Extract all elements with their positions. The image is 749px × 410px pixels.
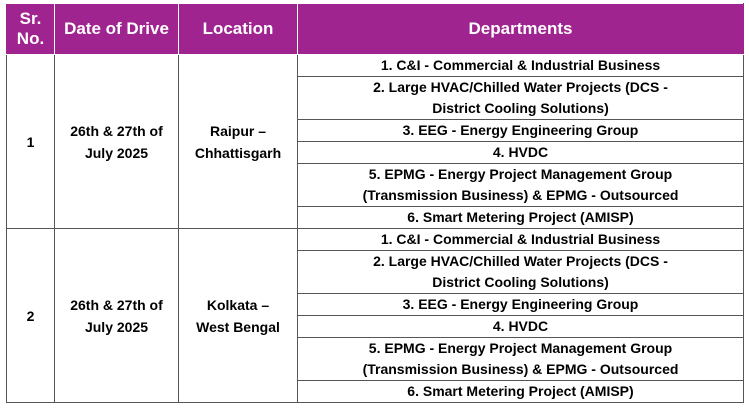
sr-no-cell: 1 — [6, 54, 55, 229]
header-location: Location — [178, 3, 298, 55]
department-cell: 2. Large HVAC/Chilled Water Projects (DC… — [297, 76, 744, 120]
department-cell: 1. C&I - Commercial & Industrial Busines… — [297, 54, 744, 77]
location-cell: Kolkata – West Bengal — [178, 228, 298, 403]
date-cell: 26th & 27th of July 2025 — [54, 54, 179, 229]
location-cell: Raipur – Chhattisgarh — [178, 54, 298, 229]
department-cell: 6. Smart Metering Project (AMISP) — [297, 206, 744, 229]
department-cell: 4. HVDC — [297, 315, 744, 338]
header-sr-no: Sr. No. — [6, 3, 55, 55]
header-date-of-drive: Date of Drive — [54, 3, 179, 55]
location-text: Kolkata – West Bengal — [196, 296, 280, 335]
department-cell: 6. Smart Metering Project (AMISP) — [297, 380, 744, 403]
header-row: Sr. No. Date of Drive Location Departmen… — [6, 3, 744, 55]
department-cell: 3. EEG - Energy Engineering Group — [297, 119, 744, 142]
department-cell: 5. EPMG - Energy Project Management Grou… — [297, 163, 744, 207]
table-row: 4. HVDC — [7, 315, 744, 338]
sr-no-cell: 2 — [6, 228, 55, 403]
date-cell: 26th & 27th of July 2025 — [54, 228, 179, 403]
department-cell: 5. EPMG - Energy Project Management Grou… — [297, 337, 744, 381]
date-text: 26th & 27th of July 2025 — [70, 296, 163, 335]
drive-schedule-table: Sr. No. Date of Drive Location Departmen… — [6, 3, 744, 403]
department-cell: 3. EEG - Energy Engineering Group — [297, 293, 744, 316]
table-row: 6. Smart Metering Project (AMISP) — [7, 206, 744, 229]
table-row: 1 26th & 27th of July 2025 Raipur – Chha… — [6, 54, 744, 229]
department-cell: 1. C&I - Commercial & Industrial Busines… — [297, 228, 744, 251]
table-row: 6. Smart Metering Project (AMISP) — [7, 380, 744, 403]
department-cell: 4. HVDC — [297, 141, 744, 164]
table-row: 5. EPMG - Energy Project Management Grou… — [7, 337, 744, 381]
location-text: Raipur – Chhattisgarh — [194, 122, 282, 161]
date-text: 26th & 27th of July 2025 — [70, 122, 163, 161]
table-row: 5. EPMG - Energy Project Management Grou… — [7, 163, 744, 207]
table-row: 2 26th & 27th of July 2025 Kolkata – Wes… — [6, 228, 744, 403]
table-row: 2. Large HVAC/Chilled Water Projects (DC… — [7, 76, 744, 120]
header-departments: Departments — [297, 3, 744, 55]
department-cell: 2. Large HVAC/Chilled Water Projects (DC… — [297, 250, 744, 294]
